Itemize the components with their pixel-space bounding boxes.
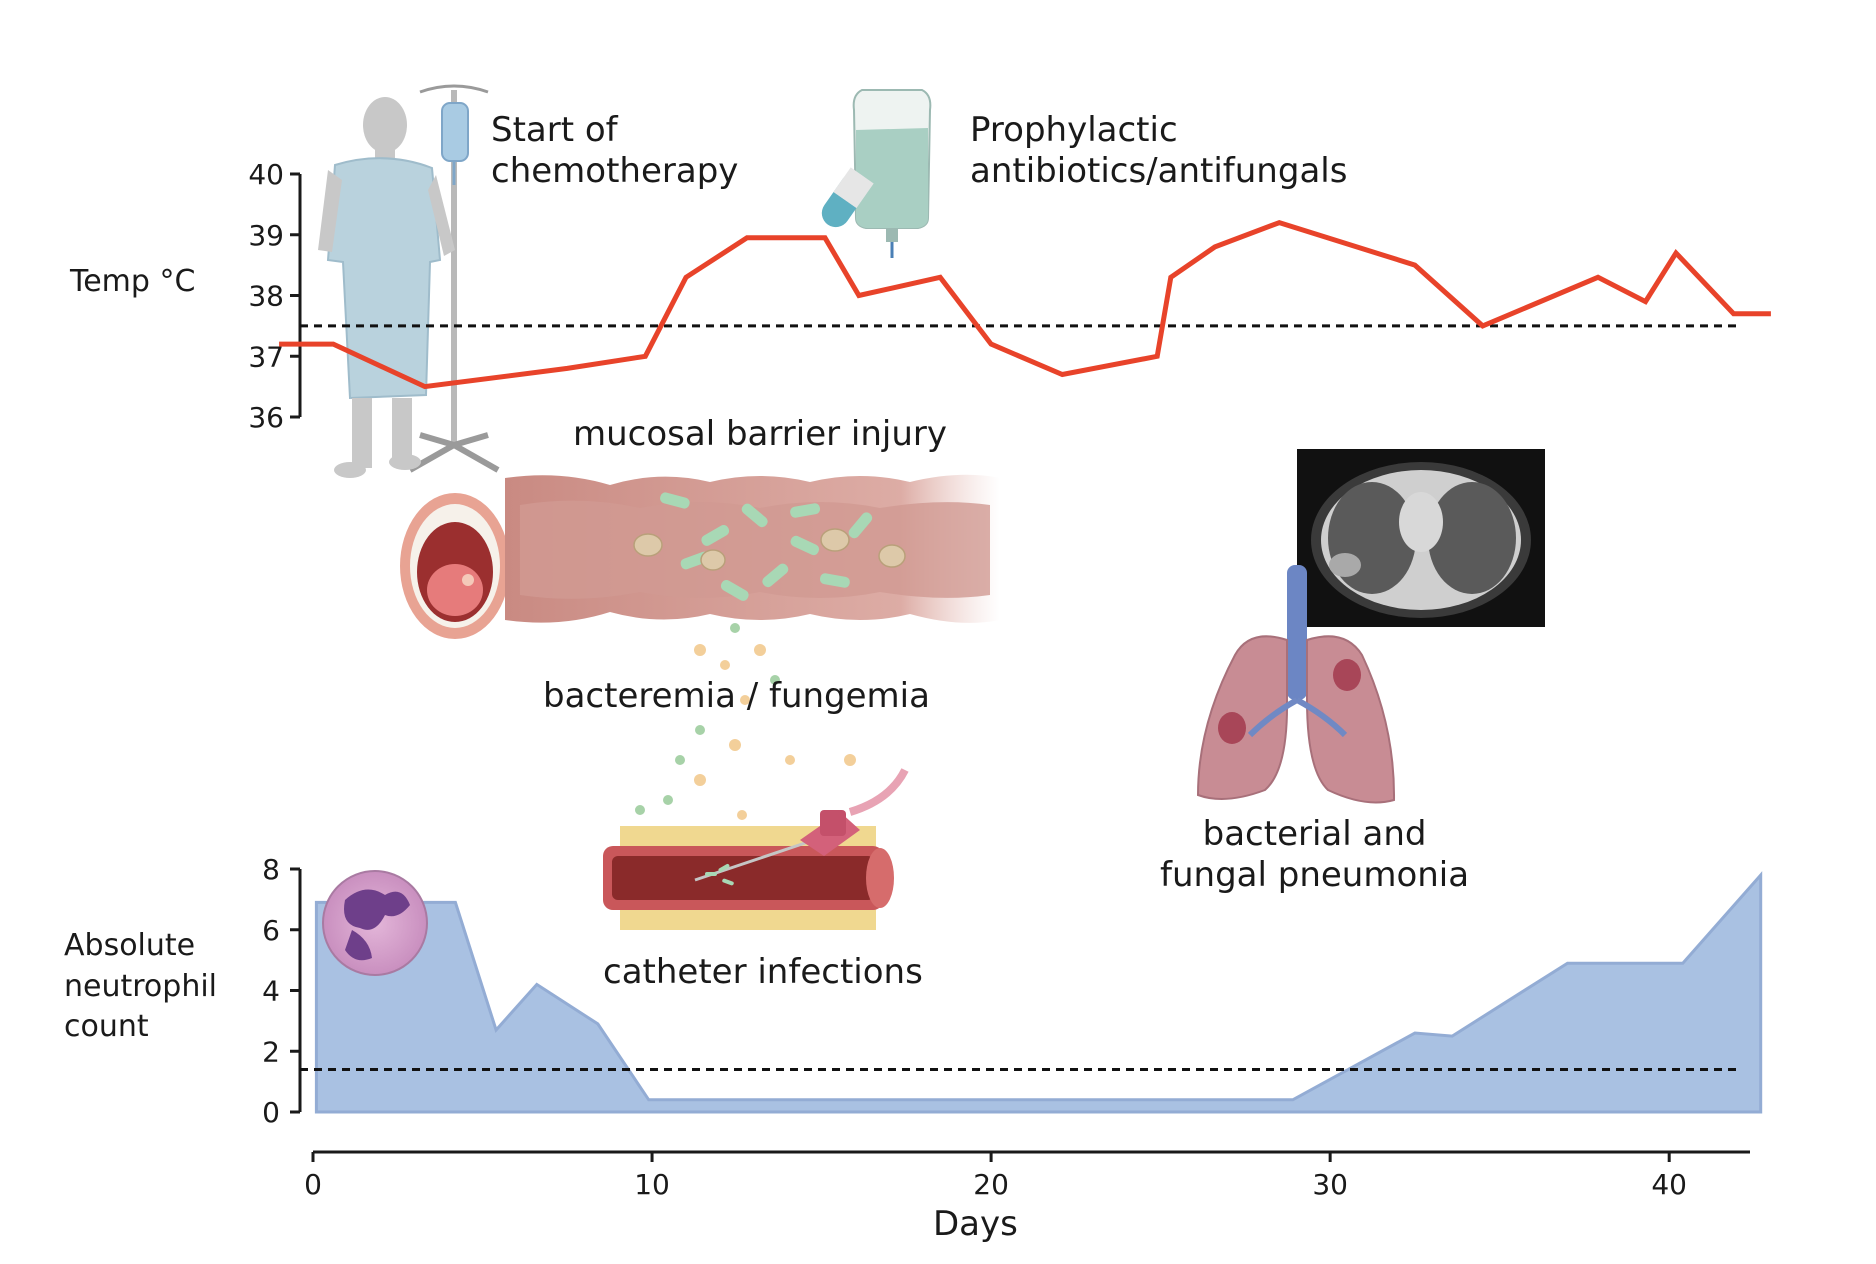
neutrophil-axis-label: Absolute neutrophil count	[64, 928, 218, 1044]
x-tick-label: 10	[634, 1168, 670, 1201]
x-tick-label: 40	[1651, 1168, 1687, 1201]
intestine-icon	[505, 474, 1000, 623]
bacteremia-label: bacteremia / fungemia	[543, 676, 930, 716]
chemotherapy-label: Start of chemotherapy	[491, 110, 739, 192]
temperature-tick-label: 38	[248, 280, 284, 313]
neutrophil-tick-label: 0	[262, 1096, 280, 1129]
temperature-tick-label: 37	[248, 340, 284, 373]
temperature-tick-label: 36	[248, 401, 284, 434]
prophylaxis-label: Prophylactic antibiotics/antifungals	[970, 110, 1348, 192]
open-mouth-icon	[400, 493, 510, 639]
x-axis: 0 10 20 30 40	[304, 1150, 1750, 1201]
neutrophil-tick-label: 2	[262, 1035, 280, 1068]
neutrophil-area-series	[314, 871, 1763, 1114]
temperature-tick-label: 39	[248, 219, 284, 252]
ct-scan-image	[1297, 449, 1545, 627]
neutrophil-tick-label: 4	[262, 975, 280, 1008]
catheter-infections-label: catheter infections	[603, 952, 923, 992]
neutrophil-chart: 0 2 4 6 8	[262, 853, 1763, 1129]
neutrophil-cell-icon	[322, 870, 428, 976]
neutrophil-tick-label: 6	[262, 914, 280, 947]
patient-with-iv-icon	[318, 84, 500, 478]
temperature-chart: 36 37 38 39 40	[248, 158, 1771, 434]
neutrophil-tick-label: 8	[262, 853, 280, 886]
iv-bag-pill-icon	[821, 89, 932, 258]
pneumonia-label: bacterial and fungal pneumonia	[1160, 814, 1470, 896]
x-axis-label: Days	[933, 1204, 1018, 1244]
bacteremia-dots	[635, 623, 856, 845]
catheter-vessel-icon	[603, 768, 909, 930]
x-tick-label: 30	[1312, 1168, 1348, 1201]
temperature-axis-label: Temp °C	[70, 264, 196, 299]
temperature-series-line	[279, 219, 1771, 390]
x-tick-label: 0	[304, 1168, 322, 1201]
lungs-icon	[1196, 565, 1396, 804]
temperature-tick-label: 40	[248, 158, 284, 191]
x-tick-label: 20	[973, 1168, 1009, 1201]
mucosal-barrier-label: mucosal barrier injury	[573, 414, 947, 454]
